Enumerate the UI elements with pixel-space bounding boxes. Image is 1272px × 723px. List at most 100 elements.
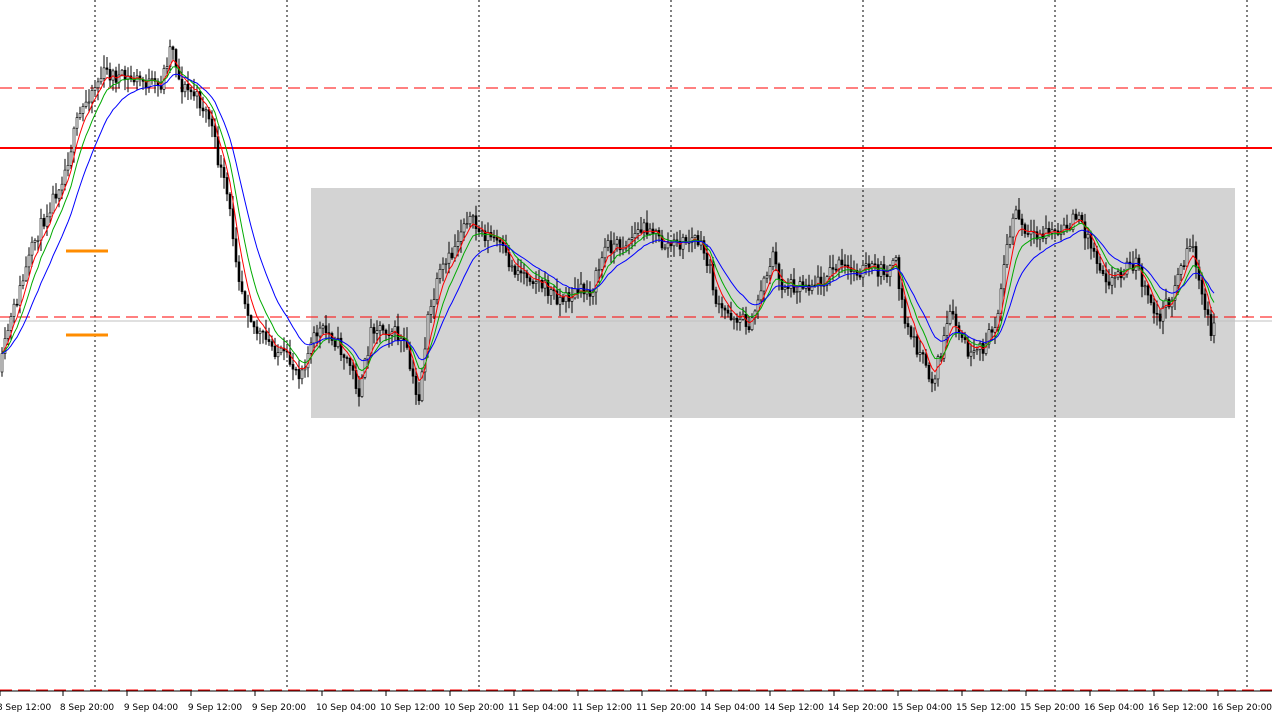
candle-body (513, 265, 517, 275)
x-tick-label: 8 Sep 20:00 (60, 703, 115, 713)
candle-body (1209, 314, 1213, 337)
candle-body (195, 91, 199, 97)
candle-body (645, 222, 649, 235)
candle-body (246, 303, 250, 316)
candle-body (810, 284, 814, 291)
candle-body (480, 230, 484, 233)
candle-body (1023, 224, 1027, 234)
candle-body (1167, 298, 1171, 308)
candle-body (795, 291, 799, 293)
candle-body (51, 193, 55, 214)
candle-body (342, 354, 346, 358)
candle-body (900, 288, 904, 300)
candle-body (309, 342, 313, 354)
candle-body (993, 327, 997, 333)
candle-body (279, 347, 283, 354)
candle-body (1188, 246, 1192, 249)
candle-body (228, 193, 232, 210)
candle-body (840, 259, 844, 265)
candle-body (471, 215, 475, 218)
candle-body (501, 241, 505, 246)
candle-body (1002, 264, 1006, 290)
candle-body (438, 269, 442, 279)
candle-body (261, 330, 265, 333)
candle-body (549, 289, 553, 296)
candle-body (987, 329, 991, 345)
candle-body (843, 264, 847, 267)
candle-body (336, 337, 340, 348)
candle-body (60, 183, 64, 191)
candle-body (1065, 224, 1069, 229)
candle-body (963, 337, 967, 340)
candle-body (1083, 221, 1087, 239)
candle-body (1077, 214, 1081, 220)
candle-body (678, 241, 682, 250)
candle-body (360, 376, 364, 397)
candle-body (924, 353, 928, 366)
candle-body (447, 252, 451, 264)
candle-body (69, 151, 73, 166)
candle-body (765, 275, 769, 279)
candle-body (315, 332, 319, 337)
candle-body (36, 240, 40, 242)
candle-body (606, 240, 610, 248)
candle-body (750, 317, 754, 330)
candle-body (1191, 246, 1195, 248)
candle-body (930, 378, 934, 384)
candle-body (558, 296, 562, 305)
candle-body (1143, 285, 1147, 288)
candle-body (984, 343, 988, 354)
candle-body (720, 303, 724, 309)
candle-body (1164, 298, 1168, 308)
candle-body (774, 251, 778, 265)
candle-body (1200, 279, 1204, 295)
candle-body (483, 230, 487, 242)
candle-body (291, 364, 295, 370)
candle-body (459, 231, 463, 242)
candle-body (249, 315, 253, 322)
candle-body (90, 90, 94, 103)
candle-body (705, 252, 709, 266)
candle-body (858, 275, 862, 278)
candle-body (198, 91, 202, 109)
x-tick-label: 9 Sep 04:00 (124, 703, 179, 713)
candle-body (780, 278, 784, 290)
candle-body (1005, 244, 1009, 266)
candle-body (1035, 231, 1039, 240)
candle-body (945, 323, 949, 336)
x-tick-label: 9 Sep 12:00 (188, 703, 243, 713)
x-tick-label: 16 Sep 04:00 (1084, 703, 1144, 713)
candle-body (21, 280, 25, 286)
candle-body (759, 290, 763, 301)
candle-body (597, 269, 601, 271)
candle-body (87, 101, 91, 104)
candle-body (927, 364, 931, 380)
candle-body (201, 107, 205, 112)
candle-body (72, 127, 76, 153)
candle-body (831, 267, 835, 270)
moving-averages-layer (1, 59, 1215, 382)
moving-average-ma_mid (1, 66, 1215, 372)
candle-body (264, 331, 268, 340)
candle-body (18, 285, 22, 306)
candle-body (903, 299, 907, 324)
candle-body (312, 332, 316, 344)
candle-body (1014, 209, 1018, 219)
x-tick-label: 10 Sep 20:00 (444, 703, 504, 713)
candle-body (609, 240, 613, 253)
candle-body (612, 243, 616, 254)
candle-body (366, 354, 370, 360)
candle-body (33, 240, 37, 243)
candle-body (210, 118, 214, 127)
candle-body (30, 241, 34, 256)
candle-body (1020, 218, 1024, 225)
candle-body (450, 252, 454, 259)
candle-body (492, 236, 496, 239)
candle-body (954, 313, 958, 326)
x-tick-label: 15 Sep 20:00 (1020, 703, 1080, 713)
candle-body (1101, 269, 1105, 274)
candle-body (600, 257, 604, 270)
candle-body (918, 352, 922, 355)
candle-body (891, 260, 895, 266)
